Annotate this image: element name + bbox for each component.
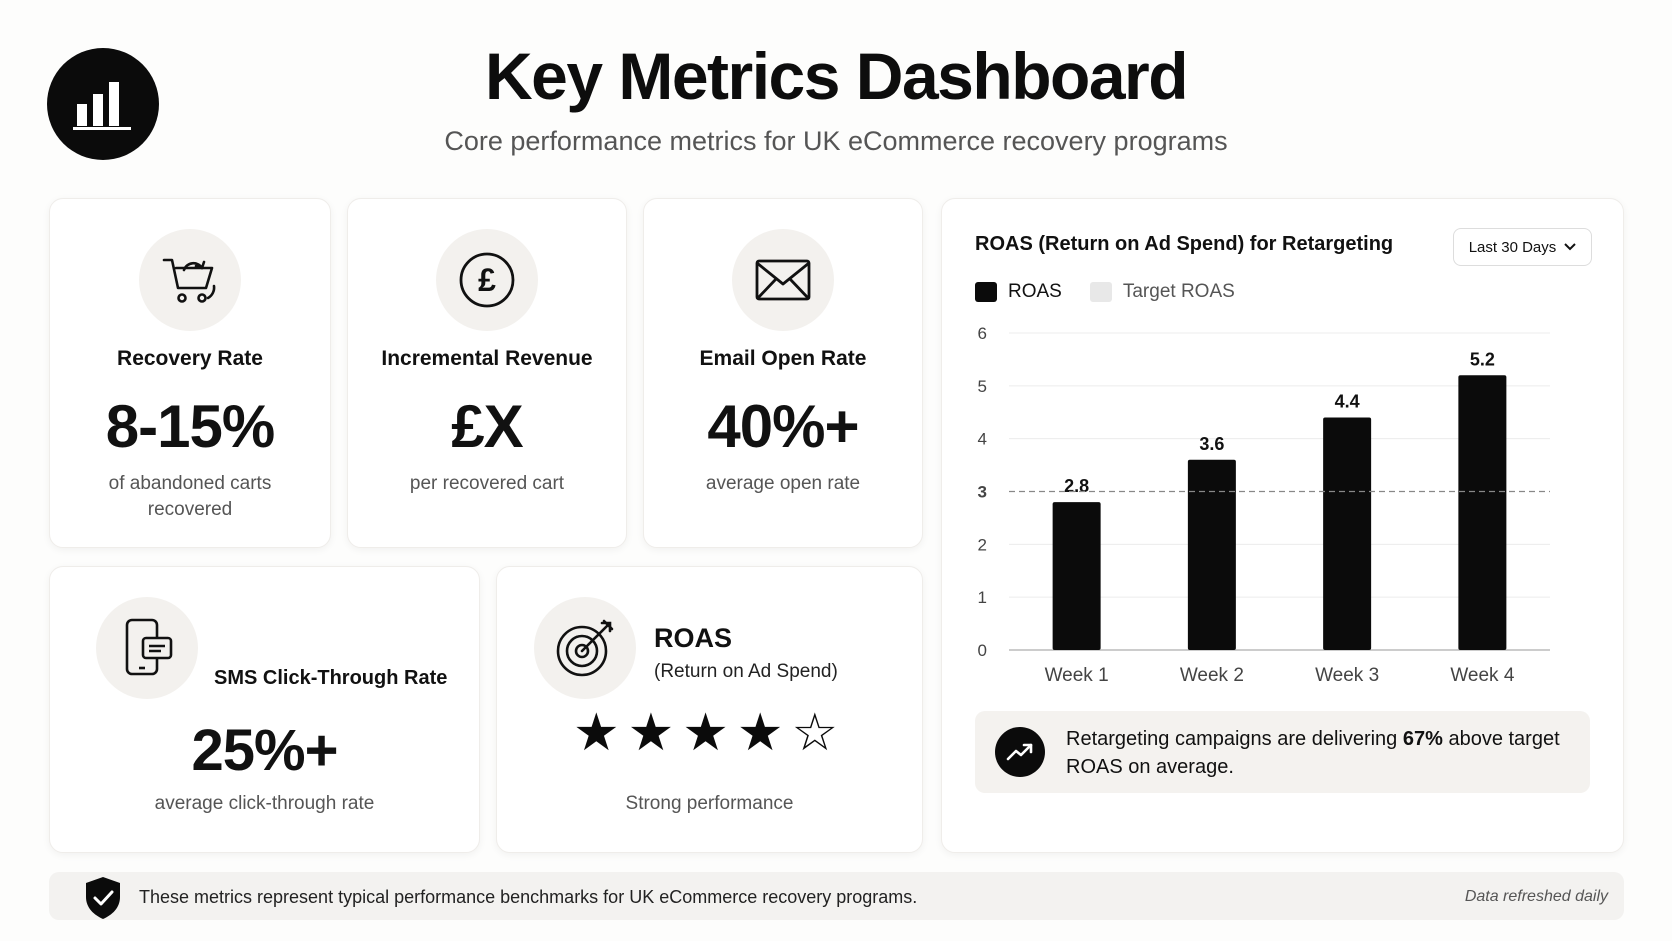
legend-label-target: Target ROAS xyxy=(1122,281,1235,302)
date-range-dropdown[interactable]: Last 30 Days xyxy=(1453,228,1592,266)
chevron-down-icon xyxy=(1564,243,1576,251)
y-tick-label: 0 xyxy=(978,641,987,660)
y-tick-label: 5 xyxy=(978,377,987,396)
chart-legend: ROAS Target ROAS xyxy=(975,281,1263,303)
insight-highlight: 67% xyxy=(1402,728,1443,750)
trending-up-icon xyxy=(995,727,1045,777)
x-tick-label: Week 1 xyxy=(1045,665,1109,686)
legend-swatch-roas xyxy=(975,282,997,302)
sms-ctr-card: SMS Click-Through Rate 25%+ average clic… xyxy=(49,566,480,853)
incremental-revenue-desc: per recovered cart xyxy=(409,473,565,494)
roas-card: ROAS (Return on Ad Spend) ★★★★☆ Strong p… xyxy=(496,566,923,853)
footer-bar: These metrics represent typical performa… xyxy=(49,872,1624,920)
chart-title: ROAS (Return on Ad Spend) for Retargetin… xyxy=(975,233,1394,255)
star-filled-icon: ★ xyxy=(572,704,628,762)
star-rating: ★★★★☆ xyxy=(497,703,922,763)
y-tick-label: 2 xyxy=(978,535,987,554)
logo xyxy=(47,48,159,160)
roas-chart-panel: ROAS (Return on Ad Spend) for Retargetin… xyxy=(941,198,1624,853)
bar xyxy=(1323,417,1372,650)
insight-text: Retargeting campaigns are delivering 67%… xyxy=(1066,728,1560,778)
bar xyxy=(1458,375,1507,650)
incremental-revenue-card: £ Incremental Revenue £X per recovered c… xyxy=(347,198,627,548)
incremental-revenue-title: Incremental Revenue xyxy=(381,347,593,370)
recovery-rate-title: Recovery Rate xyxy=(117,347,263,370)
legend-item-target: Target ROAS xyxy=(1089,281,1235,303)
roas-card-title: ROAS xyxy=(654,623,733,653)
date-range-label: Last 30 Days xyxy=(1468,238,1557,256)
bar xyxy=(1052,502,1101,650)
pound-icon: £ xyxy=(436,229,538,331)
bar-value-label: 4.4 xyxy=(1335,392,1360,412)
y-tick-label: 6 xyxy=(978,324,987,343)
y-tick-label: 1 xyxy=(978,588,987,607)
star-filled-icon: ★ xyxy=(736,704,792,762)
email-open-rate-value: 40%+ xyxy=(707,393,859,460)
refresh-note: Data refreshed daily xyxy=(1464,888,1608,905)
sms-ctr-title: SMS Click-Through Rate xyxy=(214,667,448,689)
bar-value-label: 2.8 xyxy=(1064,476,1089,496)
target-icon xyxy=(534,597,636,699)
bar-chart-icon xyxy=(73,82,131,130)
bar xyxy=(1187,459,1236,650)
insight-box: Retargeting campaigns are delivering 67%… xyxy=(975,711,1590,793)
svg-text:£: £ xyxy=(478,262,496,298)
star-filled-icon: ★ xyxy=(682,704,737,762)
roas-card-desc: Strong performance xyxy=(625,793,794,814)
recovery-rate-value: 8-15% xyxy=(105,393,275,460)
email-open-rate-card: Email Open Rate 40%+ average open rate xyxy=(643,198,923,548)
star-empty-icon: ☆ xyxy=(791,704,847,762)
recovery-rate-card: Recovery Rate 8-15% of abandoned carts r… xyxy=(49,198,331,548)
page-subtitle: Core performance metrics for UK eCommerc… xyxy=(444,126,1228,156)
bar-value-label: 5.2 xyxy=(1470,349,1495,369)
y-tick-label: 3 xyxy=(978,483,987,502)
y-tick-label: 4 xyxy=(978,430,987,449)
incremental-revenue-value: £X xyxy=(451,393,523,460)
envelope-icon xyxy=(732,229,834,331)
bar-value-label: 3.6 xyxy=(1199,434,1224,454)
page-title: Key Metrics Dashboard xyxy=(484,39,1189,113)
legend-swatch-target xyxy=(1089,282,1112,302)
shopping-cart-icon xyxy=(139,229,241,331)
shield-check-icon xyxy=(86,877,120,919)
footer-text: These metrics represent typical performa… xyxy=(139,887,918,907)
email-open-rate-title: Email Open Rate xyxy=(699,347,867,370)
recovery-rate-desc: of abandoned carts recovered xyxy=(108,473,272,520)
legend-label-roas: ROAS xyxy=(1008,281,1062,302)
roas-card-subtitle: (Return on Ad Spend) xyxy=(654,661,838,682)
sms-ctr-desc: average click-through rate xyxy=(154,793,375,814)
legend-item-roas: ROAS xyxy=(975,281,1062,303)
x-tick-label: Week 2 xyxy=(1180,665,1244,686)
email-open-rate-desc: average open rate xyxy=(705,473,861,494)
phone-sms-icon xyxy=(96,597,198,699)
x-tick-label: Week 4 xyxy=(1450,665,1515,686)
roas-bar-chart: 0 1 2 3 4 5 6 2.8 Week 1 3.6 Week 2 4.4 Week 3 5.2 Wee… xyxy=(978,324,1550,686)
star-filled-icon: ★ xyxy=(627,704,683,762)
x-tick-label: Week 3 xyxy=(1315,665,1379,686)
sms-ctr-value: 25%+ xyxy=(191,718,339,783)
